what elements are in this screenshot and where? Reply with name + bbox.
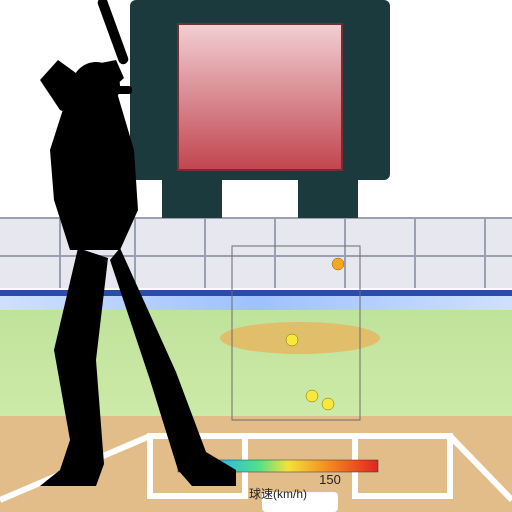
mound — [220, 322, 380, 354]
colorbar-label: 球速(km/h) — [249, 487, 307, 501]
scoreboard-screen — [178, 24, 342, 170]
scoreboard-leg — [162, 180, 222, 218]
pitch-marker — [332, 258, 344, 270]
pitch-marker — [286, 334, 298, 346]
scoreboard-leg — [298, 180, 358, 218]
pitch-marker — [322, 398, 334, 410]
colorbar-tick: 150 — [319, 472, 341, 487]
pitch-marker — [306, 390, 318, 402]
pitch-location-chart: 100150球速(km/h) — [0, 0, 512, 512]
